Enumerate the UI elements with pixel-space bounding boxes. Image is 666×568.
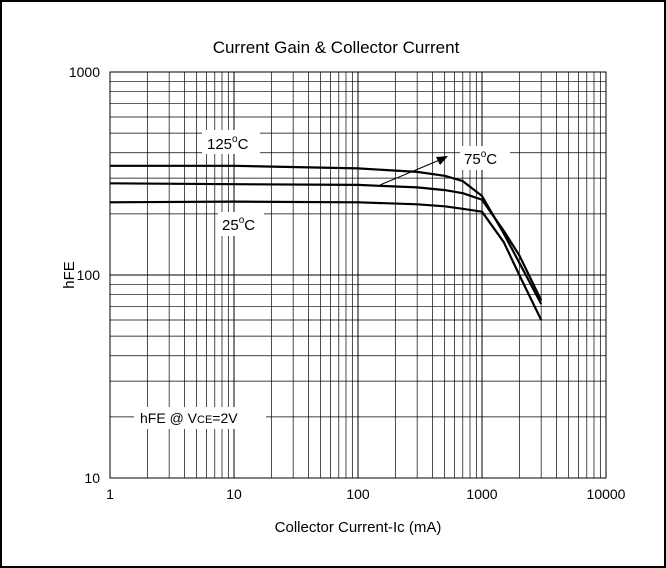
condition-label-box xyxy=(134,407,266,429)
x-tick-label: 10 xyxy=(226,486,242,502)
label-75c-degree: o xyxy=(481,149,487,160)
label-25c-unit: C xyxy=(244,217,255,234)
svg-text:125oC: 125oC xyxy=(207,134,249,153)
data-series xyxy=(109,164,543,321)
label-125c: 125oC xyxy=(202,130,260,154)
label-125c-unit: C xyxy=(238,136,249,153)
label-75c-unit: C xyxy=(486,151,497,168)
x-tick-label: 10000 xyxy=(587,486,626,502)
label-75c-arrow xyxy=(379,158,443,186)
x-tick-label: 1000 xyxy=(466,486,497,502)
plot-area-border xyxy=(109,71,607,479)
label-75c-box xyxy=(460,146,510,170)
svg-text:hFE @ VCE=2V: hFE @ VCE=2V xyxy=(140,410,238,426)
tick-labels: 1 10 100 1000 10000 10 100 1000 xyxy=(69,64,626,502)
label-75c: 75oC xyxy=(379,146,510,186)
y-tick-label: 100 xyxy=(77,267,101,283)
x-tick-label: 100 xyxy=(346,486,370,502)
label-25c-degree: o xyxy=(239,215,245,226)
condition-label: hFE @ VCE=2V xyxy=(134,407,266,429)
y-tick-label: 1000 xyxy=(69,64,100,80)
label-25c-value: 25 xyxy=(222,217,239,234)
label-25c: 25oC xyxy=(218,212,264,236)
y-tick-label: 10 xyxy=(84,470,100,486)
label-125c-box xyxy=(202,130,260,154)
label-125c-degree: o xyxy=(232,134,238,145)
svg-text:75oC: 75oC xyxy=(464,149,497,168)
chart-title: Current Gain & Collector Current xyxy=(213,38,460,57)
x-axis-label: Collector Current-Ic (mA) xyxy=(275,519,442,536)
y-axis-label: hFE xyxy=(61,261,78,289)
label-125c-value: 125 xyxy=(207,136,232,153)
label-25c-box xyxy=(218,212,264,236)
condition-label-sub: CE xyxy=(197,414,212,426)
series-line-1 xyxy=(109,182,543,301)
label-75c-value: 75 xyxy=(464,151,481,168)
condition-label-suffix: =2V xyxy=(212,410,238,426)
series-line-0 xyxy=(110,164,543,305)
x-tick-label: 1 xyxy=(106,486,114,502)
series-line-2 xyxy=(109,200,543,321)
svg-text:25oC: 25oC xyxy=(222,215,255,234)
label-75c-arrowhead xyxy=(436,156,448,165)
condition-label-prefix: hFE @ V xyxy=(140,410,198,426)
